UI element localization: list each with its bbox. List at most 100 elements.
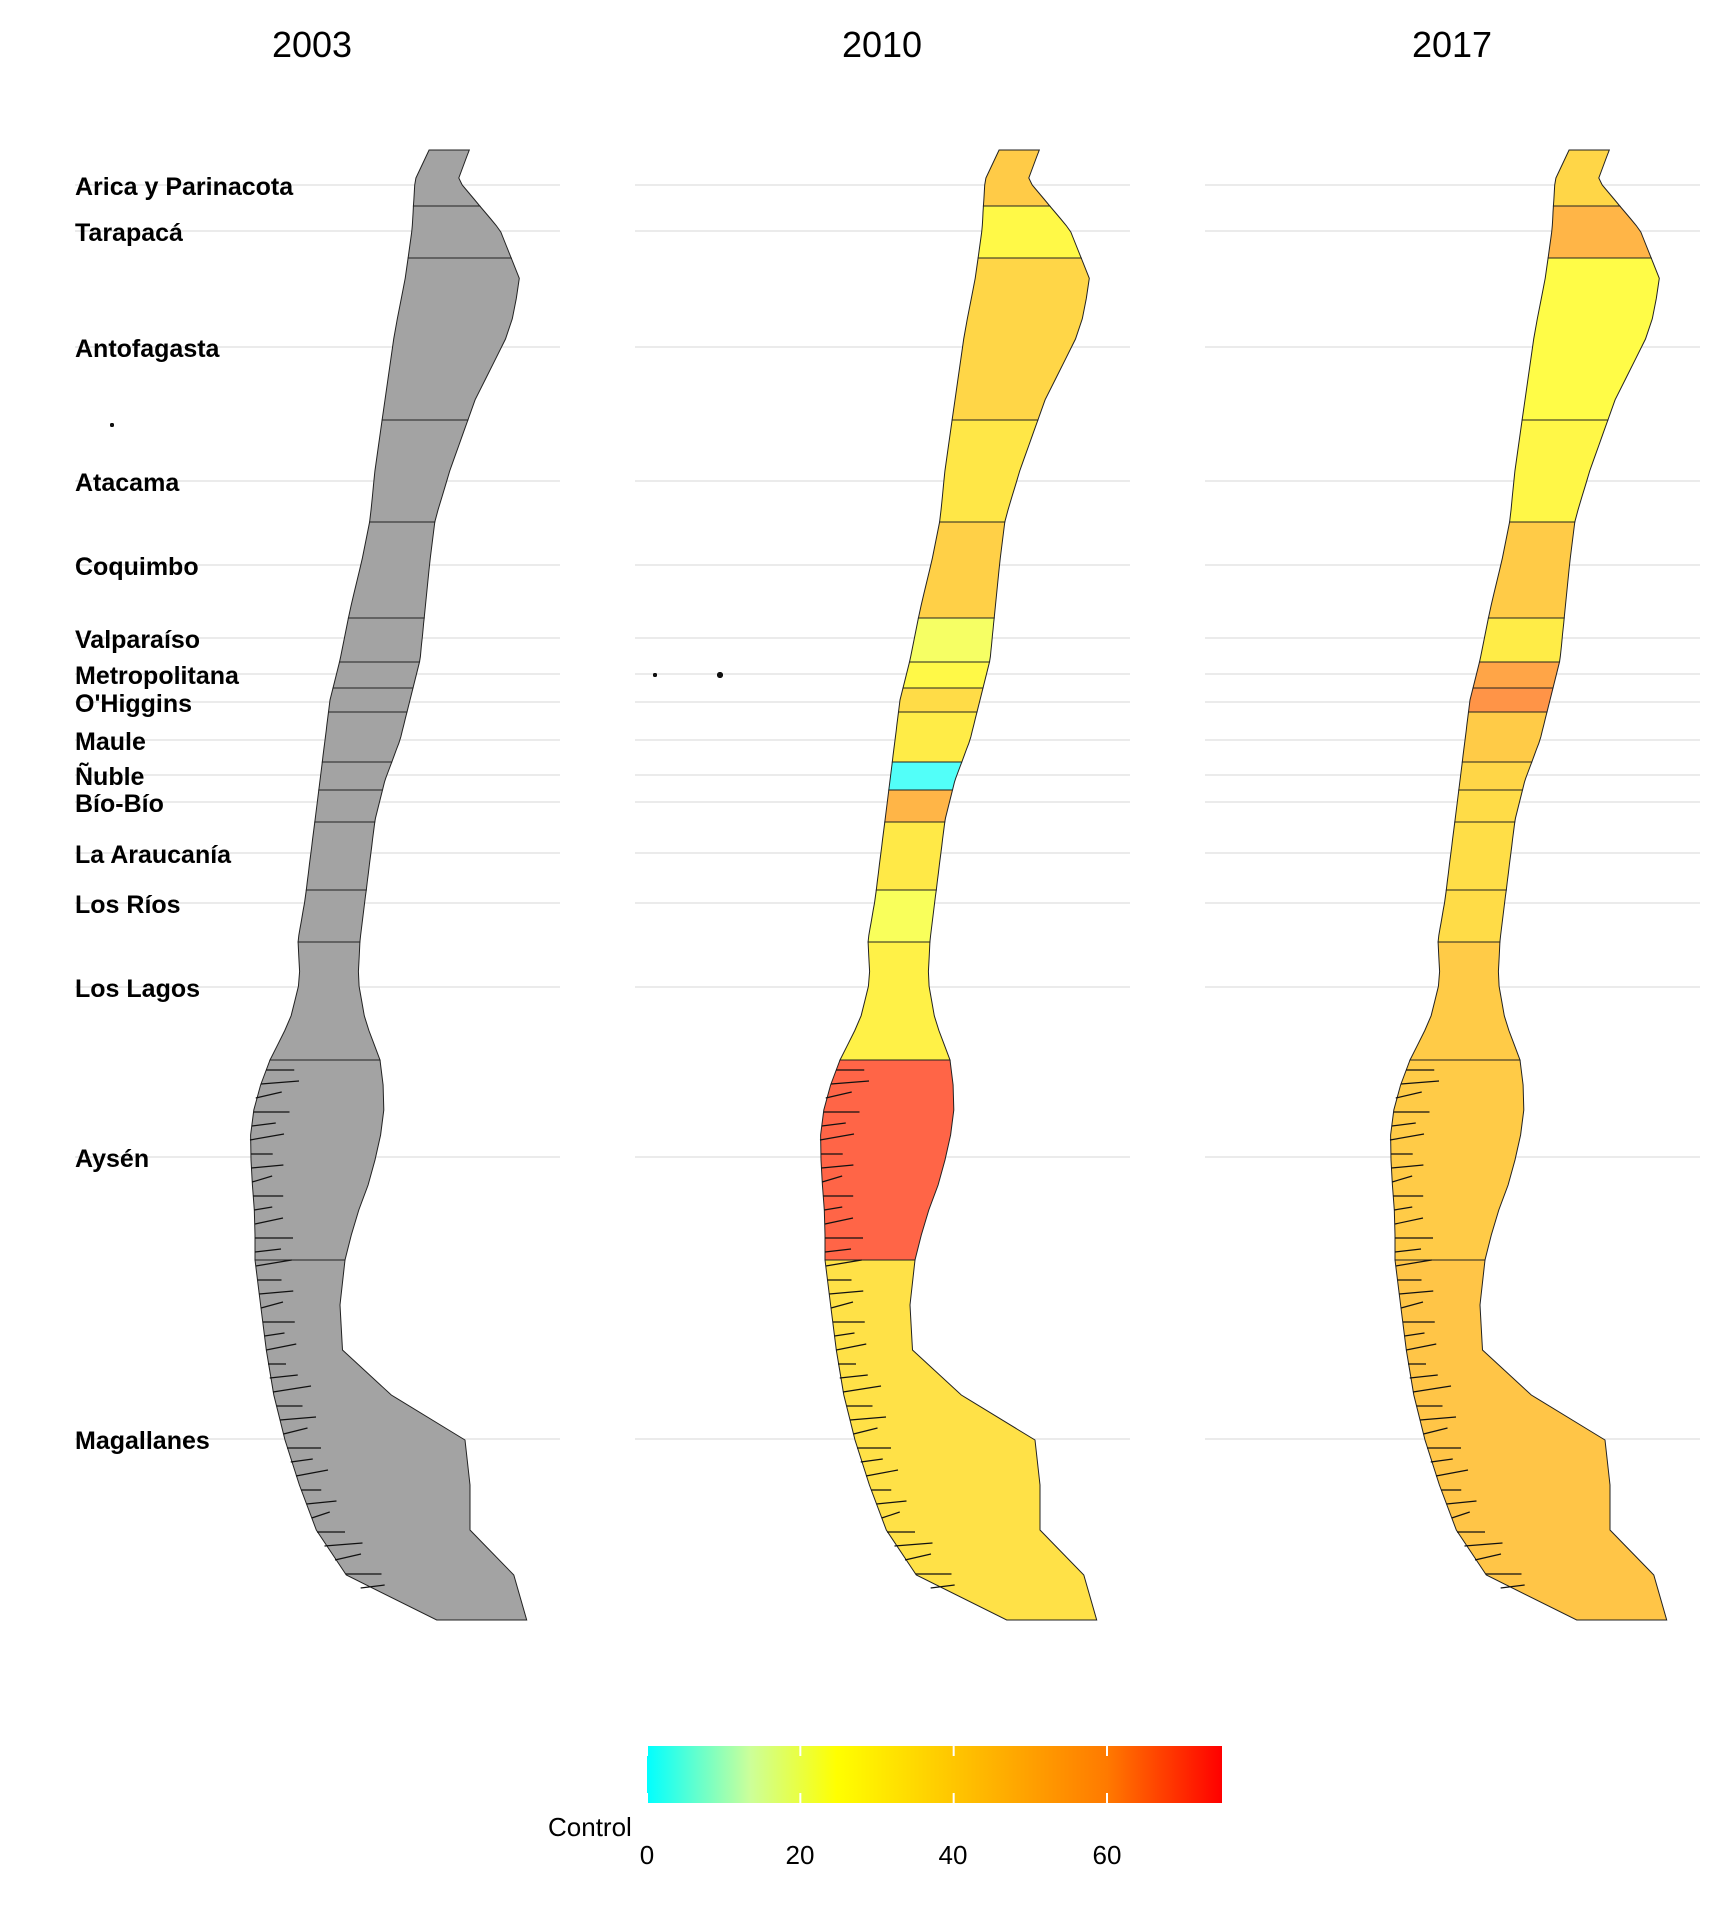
coastline-detail (1395, 1091, 1422, 1099)
coastline-detail (1419, 1416, 1457, 1421)
region-magallanes (254, 1259, 528, 1621)
region-aysén (1390, 1059, 1525, 1261)
coastline-detail (1395, 1259, 1432, 1267)
coastline-detail (1391, 1164, 1424, 1169)
region-label: Tarapacá (75, 219, 183, 247)
region-label: Atacama (75, 469, 180, 497)
coastline-detail (254, 1206, 273, 1211)
region-label: Metropolitana (75, 662, 240, 690)
coastline-detail (881, 1511, 900, 1519)
coastline-detail (1446, 1500, 1477, 1505)
coastline-detail (269, 1374, 298, 1379)
coastline-detail (290, 1458, 313, 1463)
coastline-detail (251, 1164, 284, 1169)
coastline-detail (821, 1164, 854, 1169)
region-arica-y-parinacota (982, 149, 1051, 207)
region-arica-y-parinacota (412, 149, 481, 207)
coastline-detail (1400, 1301, 1424, 1309)
region-bío-bío (314, 789, 384, 823)
region-maule (321, 711, 408, 763)
coastline-detail (1391, 1175, 1413, 1183)
coastline-detail (1404, 1332, 1425, 1337)
region-la-araucanía (1445, 821, 1516, 891)
region-metropolitana (332, 661, 421, 689)
coastline-detail (824, 1248, 852, 1253)
coastline-detail (824, 1206, 843, 1211)
region-atacama (1509, 419, 1609, 523)
coastline-detail (1464, 1542, 1503, 1547)
coastline-detail (283, 1427, 308, 1435)
region-valparaíso (1478, 617, 1565, 663)
region-tarapacá (1547, 205, 1652, 259)
region-tarapacá (977, 205, 1082, 259)
region-ñuble (1458, 761, 1533, 791)
coastline-detail (836, 1343, 867, 1351)
region-ñuble (888, 761, 963, 791)
region-valparaíso (338, 617, 425, 663)
region-tarapacá (407, 205, 512, 259)
coastline-detail (255, 1091, 282, 1099)
coastline-detail (860, 1458, 883, 1463)
legend-tick-label: 20 (785, 1840, 815, 1870)
region-label: Magallanes (75, 1427, 210, 1455)
coastline-detail (824, 1217, 854, 1225)
region-la-araucanía (305, 821, 376, 891)
coastline-detail (904, 1553, 932, 1561)
region-bío-bío (1454, 789, 1524, 823)
region-antofagasta (381, 257, 520, 421)
region-bío-bío (884, 789, 954, 823)
coastline-detail (865, 1469, 899, 1477)
coastline-detail (279, 1416, 317, 1421)
coastline-detail (1430, 1458, 1453, 1463)
coastline-detail (1412, 1385, 1452, 1393)
coastline-detail (876, 1500, 907, 1505)
region-coquimbo (347, 521, 436, 619)
region-label: Antofagasta (75, 335, 221, 363)
region-los-lagos (1409, 941, 1521, 1061)
coastline-detail (311, 1511, 330, 1519)
region-label: Maule (75, 728, 146, 756)
region-o-higgins (327, 687, 414, 713)
coastline-detail (264, 1332, 285, 1337)
region-coquimbo (1487, 521, 1576, 619)
region-label: Bío-Bío (75, 790, 164, 818)
island (653, 673, 657, 677)
region-los-ríos (297, 889, 367, 943)
region-los-lagos (269, 941, 381, 1061)
coastline-detail (1500, 1584, 1525, 1589)
panel-title-2017: 2017 (1411, 24, 1493, 65)
island (110, 423, 114, 427)
coastline-detail (825, 1259, 862, 1267)
coastline-detail (1435, 1469, 1469, 1477)
coastline-detail (295, 1469, 329, 1477)
region-metropolitana (902, 661, 991, 689)
legend-title: Control (548, 1812, 632, 1842)
region-aysén (250, 1059, 385, 1261)
coastline-detail (1394, 1217, 1424, 1225)
region-label: Los Lagos (75, 975, 200, 1003)
coastline-detail (930, 1584, 955, 1589)
coastline-detail (834, 1332, 855, 1337)
coastline-detail (1394, 1206, 1413, 1211)
legend-tick-label: 40 (938, 1840, 968, 1870)
legend-colorbar (647, 1746, 1222, 1803)
coastline-detail (849, 1416, 887, 1421)
region-magallanes (824, 1259, 1098, 1621)
region-los-ríos (1437, 889, 1507, 943)
coastline-detail (1389, 1133, 1425, 1141)
coastline-detail (830, 1080, 870, 1085)
region-arica-y-parinacota (1552, 149, 1621, 207)
legend-tick-label: 0 (639, 1840, 655, 1870)
map-panel-2003 (110, 149, 723, 1621)
region-o-higgins (1467, 687, 1554, 713)
coastline-detail (254, 1217, 284, 1225)
panel-title-2003: 2003 (271, 24, 353, 65)
coastline-detail (266, 1343, 297, 1351)
coastline-detail (1394, 1248, 1422, 1253)
coastline-detail (842, 1385, 882, 1393)
coastline-detail (853, 1427, 878, 1435)
coastline-detail (894, 1542, 933, 1547)
region-antofagasta (951, 257, 1090, 421)
coastline-detail (254, 1248, 282, 1253)
coastline-detail (821, 1122, 846, 1127)
